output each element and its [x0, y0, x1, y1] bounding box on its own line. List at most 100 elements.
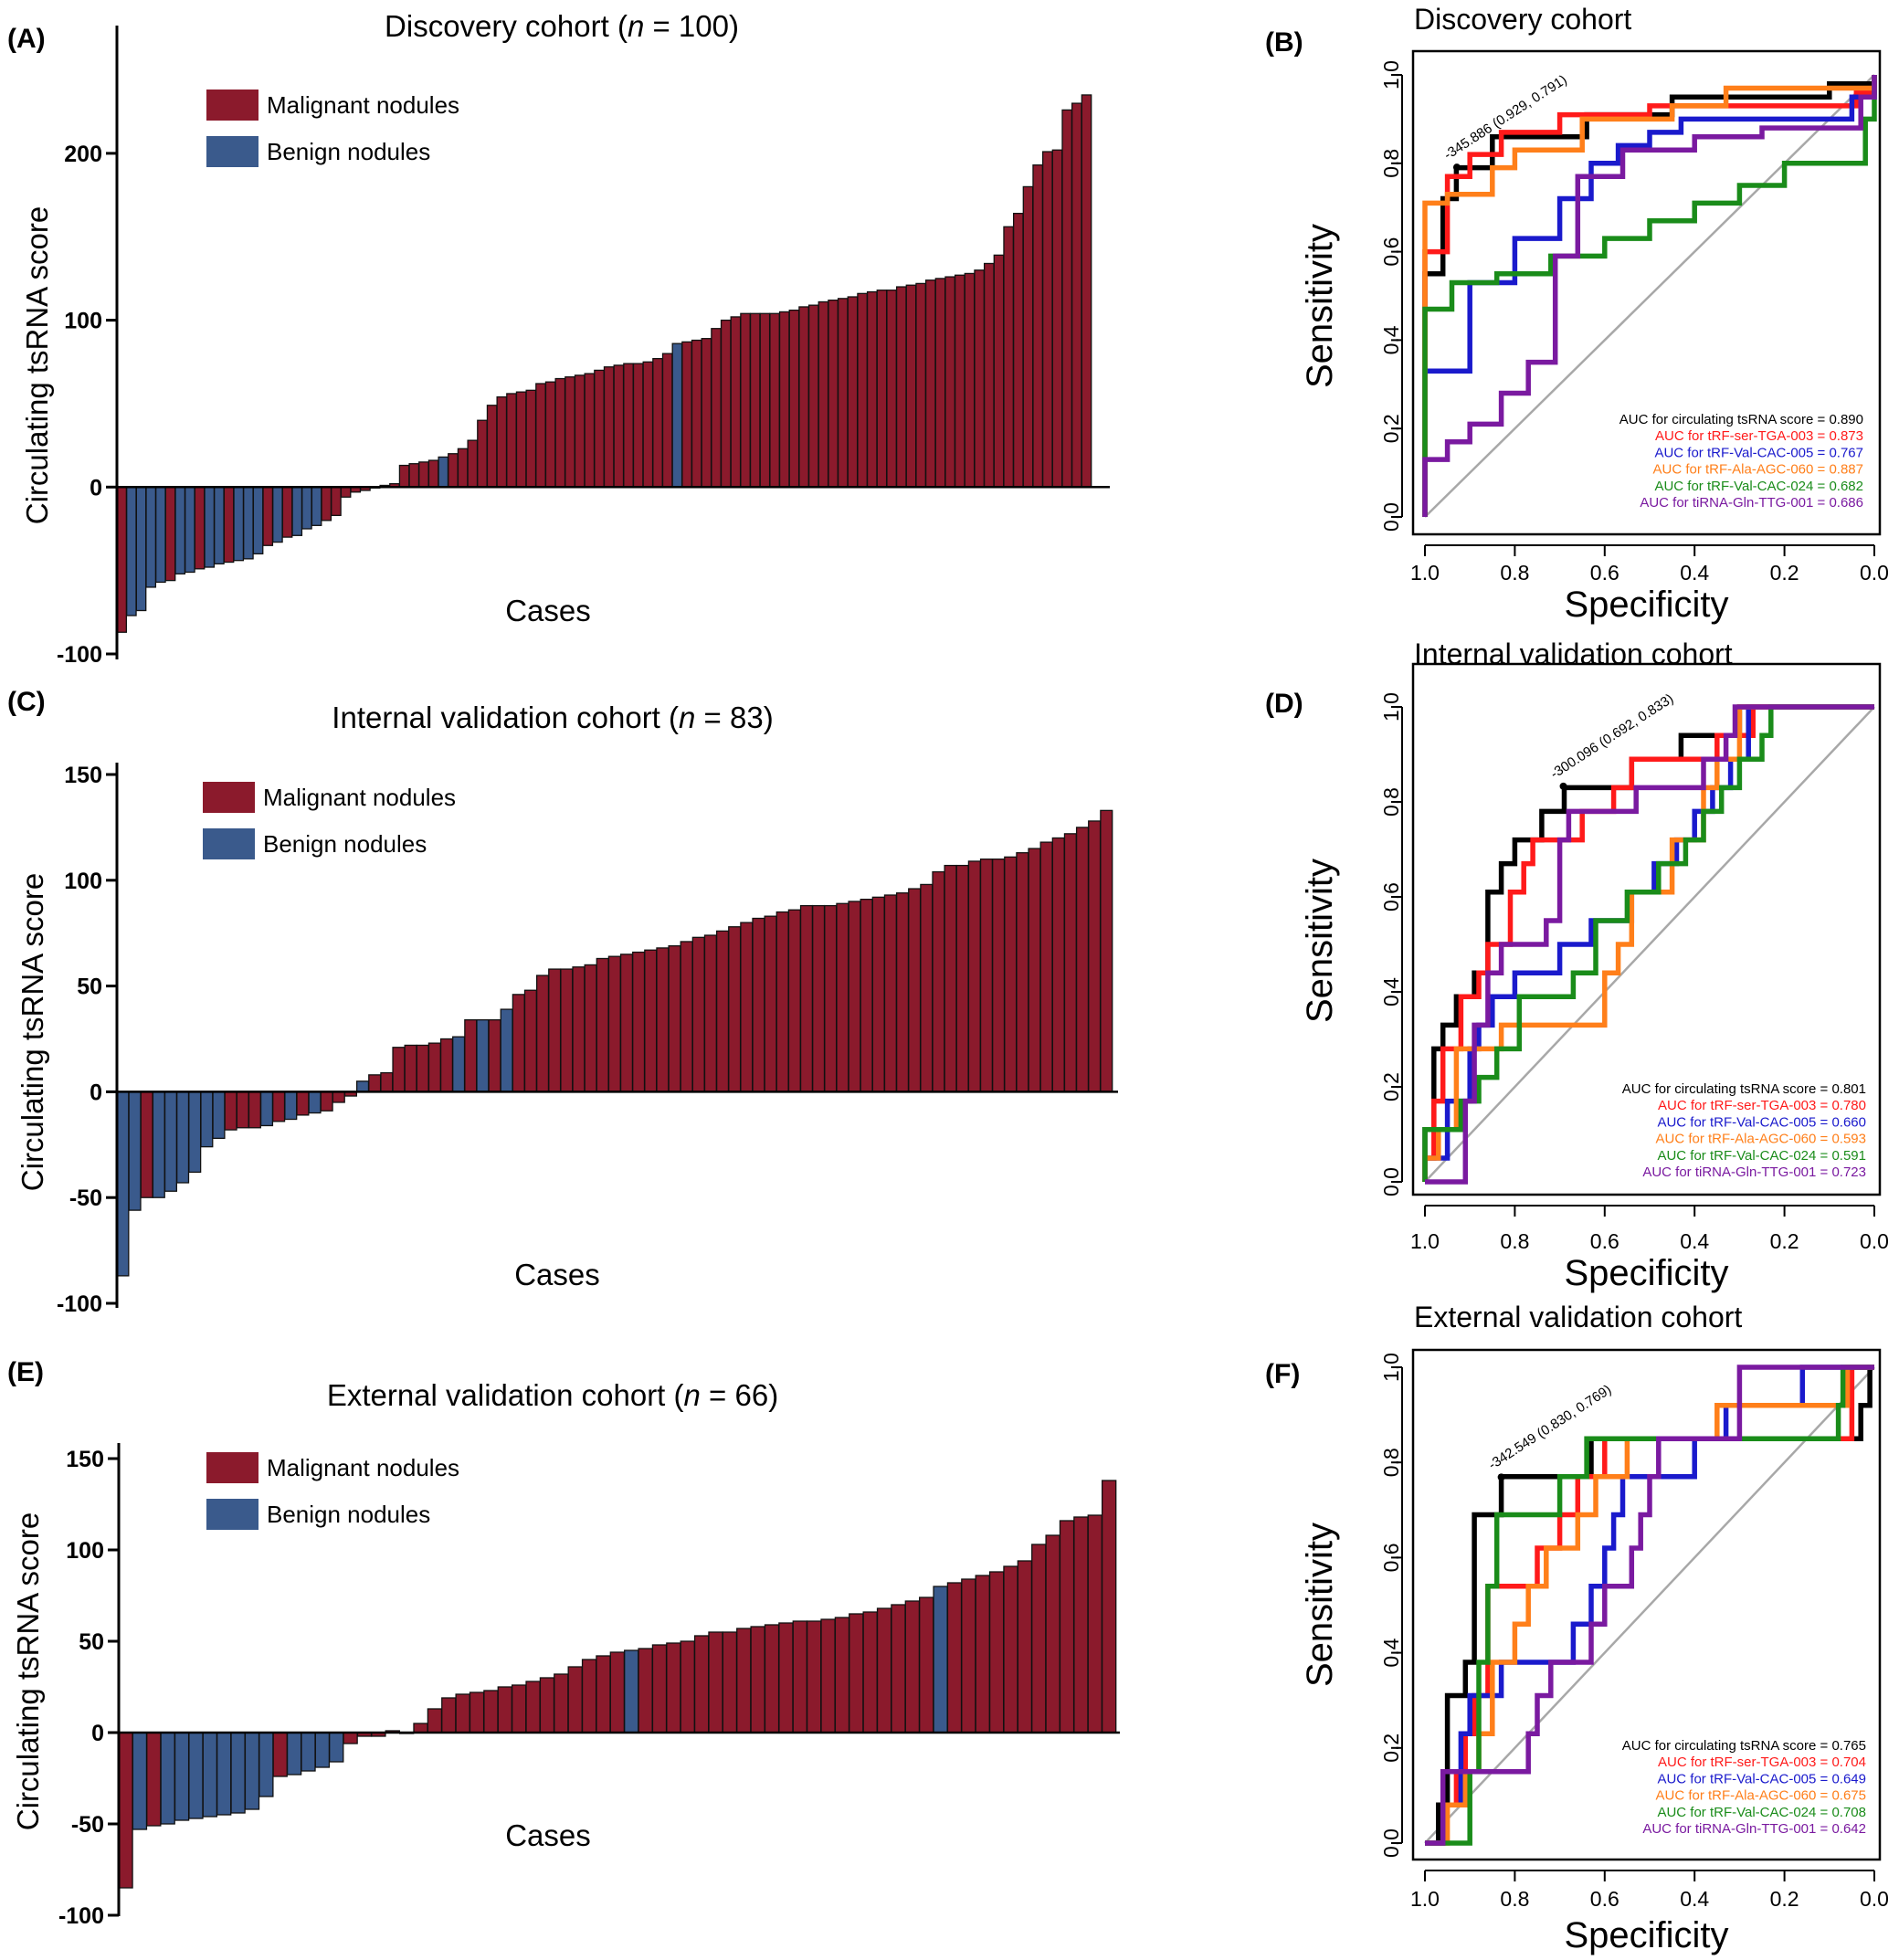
bar-malignant [564, 376, 575, 488]
bar-benign [476, 1019, 490, 1093]
bar-benign [185, 486, 195, 574]
bar-benign [145, 486, 157, 588]
bar-malignant [496, 395, 508, 488]
bar-malignant [857, 292, 868, 488]
bar-benign [188, 1091, 202, 1174]
legend-label: Benign nodules [267, 1501, 430, 1528]
bar-malignant [427, 1042, 441, 1093]
bar-malignant [891, 1604, 906, 1733]
bar-benign [152, 1091, 165, 1198]
x-tick-label: 0.2 [1770, 561, 1799, 585]
bar-malignant [905, 284, 917, 488]
y-tick-label: 0.8 [1379, 787, 1403, 817]
y-tick-label: 0.0 [1379, 502, 1403, 532]
bar-malignant [730, 316, 742, 488]
bar-malignant [812, 904, 826, 1093]
bar-malignant [759, 312, 771, 488]
bar-benign [116, 1091, 130, 1277]
bar-malignant [455, 1693, 470, 1733]
bar-malignant [572, 966, 586, 1093]
bar-malignant [140, 1091, 153, 1198]
x-axis-label: Specificity [1564, 1253, 1728, 1293]
bar-malignant [619, 954, 634, 1093]
panel-letter: (C) [7, 687, 46, 717]
bar-malignant [934, 278, 946, 488]
bar-benign [355, 1080, 370, 1093]
x-axis-label: Specificity [1564, 1915, 1728, 1955]
bar-malignant [749, 312, 761, 488]
x-tick-label: 1.0 [1410, 1887, 1440, 1911]
bar-malignant [512, 1684, 527, 1733]
bar-malignant [416, 1044, 429, 1093]
bar-malignant [871, 896, 885, 1093]
bar-malignant [778, 1622, 794, 1733]
bar-malignant [1004, 856, 1018, 1093]
bar-malignant [544, 381, 556, 488]
bar-benign [438, 456, 449, 488]
bar-benign [214, 486, 225, 564]
x-axis-label: Cases [514, 1258, 600, 1291]
legend-entry-trf-ala-agc-060: AUC for tRF-Ala-AGC-060 = 0.887 [1652, 462, 1863, 478]
bar-malignant [408, 463, 420, 488]
bar-malignant [681, 341, 692, 488]
x-tick-label: 0.2 [1770, 1229, 1799, 1253]
legend-entry-trf-val-cac-024: AUC for tRF-Val-CAC-024 = 0.708 [1657, 1805, 1866, 1820]
bar-malignant [398, 464, 410, 488]
bar-chart-panel: -100 0 100 200 Discovery cohort (n = 100) Mal… [20, 9, 1110, 668]
y-tick-label: 0.2 [1379, 1733, 1403, 1763]
legend-entry-trf-val-cac-024: AUC for tRF-Val-CAC-024 = 0.682 [1654, 479, 1863, 494]
bar-malignant [954, 274, 965, 488]
bar-malignant [525, 389, 537, 488]
bar-malignant [919, 1596, 934, 1733]
y-tick-label: 100 [66, 1538, 104, 1564]
y-axis-label: Circulating tsRNA score [11, 1512, 45, 1830]
bar-benign [308, 1091, 322, 1114]
bar-malignant [764, 1624, 780, 1733]
bar-malignant [876, 1607, 892, 1733]
y-tick-label: 0.6 [1379, 237, 1403, 267]
bar-malignant [248, 1091, 261, 1129]
chart-title-suffix: = 66) [701, 1378, 778, 1412]
bar-malignant [548, 968, 562, 1093]
bar-malignant [983, 262, 995, 488]
bar-malignant [567, 1666, 583, 1733]
roc-curve-trf-val-cac-024 [1422, 75, 1877, 517]
bar-malignant [703, 934, 717, 1093]
x-tick-label: 0.8 [1500, 1887, 1529, 1911]
bar-malignant [343, 1732, 358, 1744]
y-tick-label: 0.2 [1379, 1072, 1403, 1101]
bar-malignant [750, 1626, 765, 1733]
bar-malignant [876, 290, 888, 488]
bar-malignant [116, 486, 128, 633]
bar-malignant [515, 391, 527, 488]
bar-malignant [224, 1091, 237, 1131]
bar-malignant [680, 1640, 695, 1733]
bar-benign [155, 486, 166, 584]
bar-malignant [924, 279, 936, 488]
bar-malignant [464, 1019, 478, 1093]
bar-malignant [497, 1686, 513, 1733]
bar-malignant [920, 883, 934, 1093]
bar-malignant [661, 353, 673, 488]
bar-malignant [680, 941, 693, 1093]
bar-malignant [609, 1651, 626, 1733]
bar-malignant [469, 1691, 485, 1733]
roc-curve-tirna-gln-ttg-001 [1425, 704, 1874, 1185]
chart-title-suffix: = 83) [695, 701, 773, 734]
legend-entry-tirna-gln-ttg-001: AUC for tiRNA-Gln-TTG-001 = 0.642 [1642, 1821, 1866, 1837]
bar-malignant [715, 930, 730, 1093]
y-tick-label: 0.6 [1379, 882, 1403, 912]
bar-malignant [118, 1732, 133, 1889]
bar-malignant [979, 858, 994, 1093]
legend-swatch-benign [203, 828, 255, 859]
bar-malignant [836, 902, 849, 1093]
figure-panels: (A) (B) (C) (D) (E) (F) -100 0 100 200 Discovery c… [7, 3, 1889, 1955]
legend-entry-trf-ser-tga-003: AUC for tRF-ser-TGA-003 = 0.873 [1655, 428, 1863, 444]
y-tick-label: 1.0 [1379, 1353, 1403, 1382]
bar-malignant [1045, 1534, 1060, 1733]
bar-benign [212, 1091, 226, 1140]
x-tick-label: 0.2 [1770, 1887, 1799, 1911]
bar-malignant [820, 1618, 836, 1733]
bar-benign [329, 1732, 344, 1763]
bar-malignant [708, 1631, 723, 1733]
